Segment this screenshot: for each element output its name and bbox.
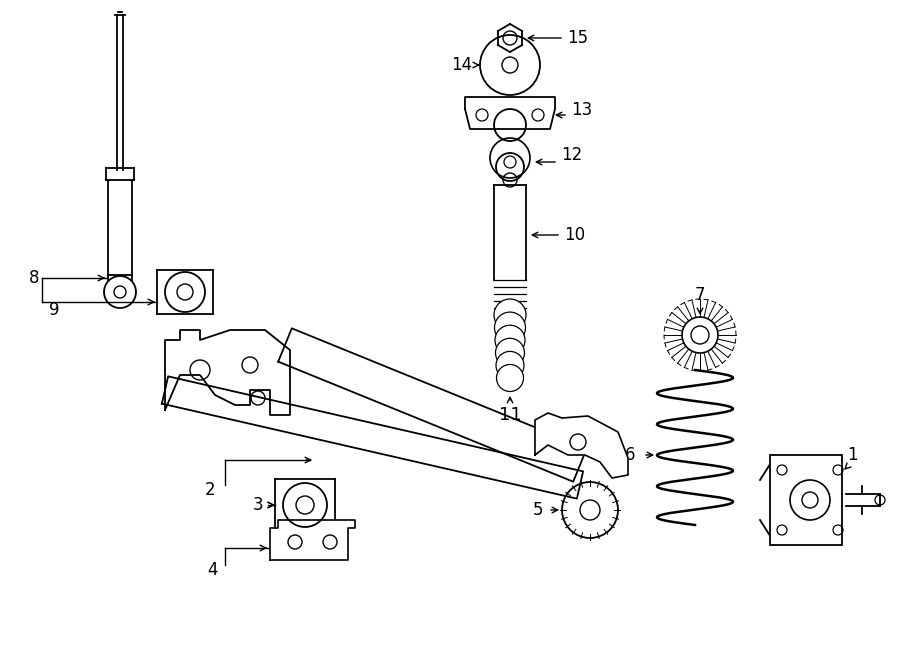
Circle shape [496, 352, 524, 379]
Circle shape [496, 338, 525, 368]
Polygon shape [162, 376, 583, 498]
Text: 12: 12 [562, 146, 582, 164]
Text: 10: 10 [564, 226, 586, 244]
Bar [770, 455, 842, 545]
Text: 7: 7 [695, 286, 706, 304]
Circle shape [495, 325, 525, 355]
Text: 6: 6 [625, 446, 635, 464]
Polygon shape [278, 329, 587, 482]
Circle shape [497, 364, 524, 391]
Polygon shape [535, 413, 628, 478]
Circle shape [532, 109, 544, 121]
Text: 2: 2 [204, 481, 215, 499]
Text: 15: 15 [567, 29, 589, 47]
Circle shape [494, 299, 526, 331]
Circle shape [494, 312, 526, 343]
Text: 8: 8 [29, 269, 40, 287]
Text: 4: 4 [207, 561, 217, 579]
Text: 5: 5 [533, 501, 544, 519]
Text: 13: 13 [572, 101, 592, 119]
Polygon shape [465, 97, 555, 129]
Text: 14: 14 [452, 56, 472, 74]
Circle shape [476, 109, 488, 121]
Text: 3: 3 [253, 496, 264, 514]
Text: 9: 9 [49, 301, 59, 319]
Polygon shape [270, 520, 355, 560]
Text: 11: 11 [499, 406, 521, 424]
Text: 1: 1 [847, 446, 858, 464]
Polygon shape [165, 330, 290, 415]
